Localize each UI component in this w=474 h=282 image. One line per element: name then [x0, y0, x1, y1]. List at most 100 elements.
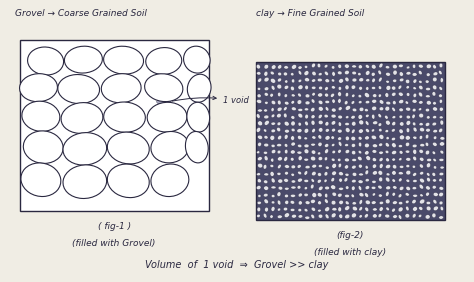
Ellipse shape [256, 173, 261, 176]
Text: (filled with Grovel): (filled with Grovel) [73, 239, 156, 248]
Ellipse shape [271, 78, 275, 83]
Ellipse shape [318, 214, 323, 218]
Ellipse shape [345, 77, 349, 82]
Ellipse shape [345, 206, 350, 210]
Ellipse shape [433, 193, 438, 196]
Ellipse shape [371, 135, 376, 140]
Ellipse shape [264, 115, 269, 119]
Ellipse shape [352, 129, 355, 133]
Ellipse shape [325, 136, 330, 140]
Ellipse shape [311, 207, 316, 211]
Ellipse shape [312, 92, 315, 96]
Ellipse shape [419, 135, 423, 139]
Ellipse shape [359, 207, 363, 211]
Ellipse shape [439, 201, 443, 205]
Ellipse shape [378, 194, 382, 197]
Ellipse shape [338, 187, 344, 190]
Ellipse shape [372, 78, 375, 83]
Ellipse shape [439, 99, 442, 103]
Ellipse shape [331, 136, 335, 139]
Ellipse shape [365, 70, 370, 75]
Ellipse shape [346, 136, 349, 141]
Ellipse shape [325, 214, 329, 219]
Ellipse shape [413, 79, 417, 83]
Ellipse shape [257, 135, 263, 139]
Ellipse shape [345, 165, 348, 169]
Ellipse shape [432, 92, 436, 96]
Ellipse shape [63, 133, 107, 165]
Ellipse shape [426, 73, 430, 76]
Ellipse shape [264, 92, 268, 96]
Ellipse shape [317, 63, 321, 68]
Ellipse shape [312, 193, 317, 197]
Ellipse shape [332, 163, 337, 168]
Ellipse shape [373, 121, 378, 125]
Ellipse shape [61, 103, 103, 133]
Ellipse shape [284, 101, 289, 105]
Ellipse shape [400, 165, 404, 168]
Ellipse shape [283, 207, 288, 211]
Ellipse shape [426, 87, 430, 91]
Ellipse shape [332, 150, 336, 154]
Ellipse shape [284, 121, 289, 126]
Ellipse shape [271, 100, 276, 105]
Ellipse shape [392, 186, 397, 189]
Ellipse shape [345, 122, 349, 125]
Ellipse shape [393, 215, 397, 218]
Ellipse shape [359, 173, 364, 176]
Ellipse shape [324, 65, 328, 68]
Ellipse shape [399, 72, 403, 76]
Ellipse shape [345, 149, 350, 153]
Ellipse shape [399, 100, 404, 104]
Ellipse shape [373, 144, 377, 147]
Ellipse shape [419, 164, 423, 168]
Ellipse shape [426, 192, 429, 196]
Ellipse shape [270, 93, 273, 97]
Ellipse shape [351, 101, 355, 104]
Ellipse shape [344, 178, 348, 182]
Ellipse shape [298, 85, 303, 90]
Ellipse shape [399, 178, 402, 182]
Ellipse shape [433, 65, 436, 69]
Ellipse shape [365, 166, 368, 169]
Ellipse shape [425, 150, 429, 155]
Text: clay → Fine Grained Soil: clay → Fine Grained Soil [256, 9, 364, 18]
Ellipse shape [271, 144, 275, 147]
Ellipse shape [270, 135, 274, 140]
Ellipse shape [278, 157, 283, 161]
Ellipse shape [107, 164, 149, 198]
Ellipse shape [352, 122, 356, 126]
Ellipse shape [325, 87, 328, 91]
Ellipse shape [304, 149, 309, 154]
Ellipse shape [151, 164, 189, 197]
Ellipse shape [345, 173, 349, 176]
Ellipse shape [58, 74, 100, 104]
Ellipse shape [311, 86, 316, 89]
Ellipse shape [284, 157, 288, 161]
Ellipse shape [352, 165, 356, 169]
Ellipse shape [371, 72, 375, 76]
Ellipse shape [419, 92, 423, 97]
Ellipse shape [419, 207, 423, 210]
Ellipse shape [379, 177, 383, 182]
Ellipse shape [317, 193, 322, 197]
Ellipse shape [425, 122, 430, 126]
Ellipse shape [372, 158, 376, 162]
Ellipse shape [278, 92, 281, 97]
Ellipse shape [419, 113, 423, 118]
Ellipse shape [439, 192, 443, 197]
Ellipse shape [298, 201, 302, 205]
Ellipse shape [325, 122, 329, 126]
Ellipse shape [346, 116, 349, 119]
Ellipse shape [393, 79, 397, 82]
Ellipse shape [23, 131, 63, 164]
Ellipse shape [337, 158, 341, 162]
Ellipse shape [392, 143, 396, 148]
Ellipse shape [440, 120, 444, 125]
Ellipse shape [352, 206, 357, 211]
Ellipse shape [345, 85, 349, 90]
Ellipse shape [372, 106, 376, 111]
Ellipse shape [426, 186, 430, 190]
Ellipse shape [378, 123, 382, 126]
Ellipse shape [352, 158, 356, 162]
